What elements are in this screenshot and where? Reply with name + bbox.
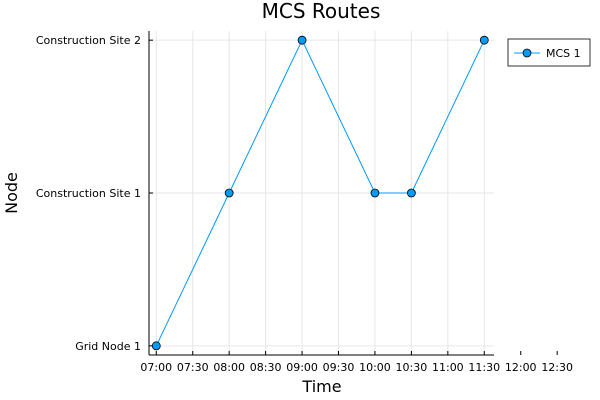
x-tick-label: 12:00 [505, 361, 537, 374]
data-point [370, 188, 380, 198]
chart-title: MCS Routes [262, 0, 381, 23]
y-tick-label: Grid Node 1 [75, 340, 141, 353]
x-tick-label: 11:30 [468, 361, 500, 374]
series-layer [151, 35, 489, 351]
legend-marker-mcs-1 [522, 48, 532, 58]
grid-layer [149, 31, 494, 355]
x-tick-label: 07:00 [140, 361, 172, 374]
x-tick-label: 08:00 [213, 361, 245, 374]
x-tick-label: 12:30 [541, 361, 573, 374]
data-point [151, 341, 161, 351]
axis-layer: 07:00 07:30 08:00 08:30 09:00 09:30 10:00 10:30… [36, 31, 573, 374]
y-tick-label: Construction Site 2 [36, 34, 141, 47]
legend-label-mcs-1: MCS 1 [546, 47, 581, 60]
data-point [479, 35, 489, 45]
data-point [406, 188, 416, 198]
legend: MCS 1 [507, 38, 591, 67]
x-tick-label: 11:00 [432, 361, 464, 374]
x-tick-label: 09:00 [286, 361, 318, 374]
x-tick-label: 07:30 [177, 361, 209, 374]
x-tick-label: 10:30 [396, 361, 428, 374]
y-axis-label: Node [2, 172, 21, 214]
x-axis-label: Time [301, 377, 341, 396]
x-tick-label: 10:00 [359, 361, 391, 374]
data-point [297, 35, 307, 45]
x-tick-label: 08:30 [250, 361, 282, 374]
data-point [224, 188, 234, 198]
x-tick-label: 09:30 [323, 361, 355, 374]
series-line-mcs-1 [155, 39, 485, 347]
y-tick-label: Construction Site 1 [36, 187, 141, 200]
